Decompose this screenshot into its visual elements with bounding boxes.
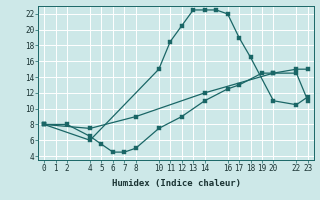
X-axis label: Humidex (Indice chaleur): Humidex (Indice chaleur) bbox=[111, 179, 241, 188]
